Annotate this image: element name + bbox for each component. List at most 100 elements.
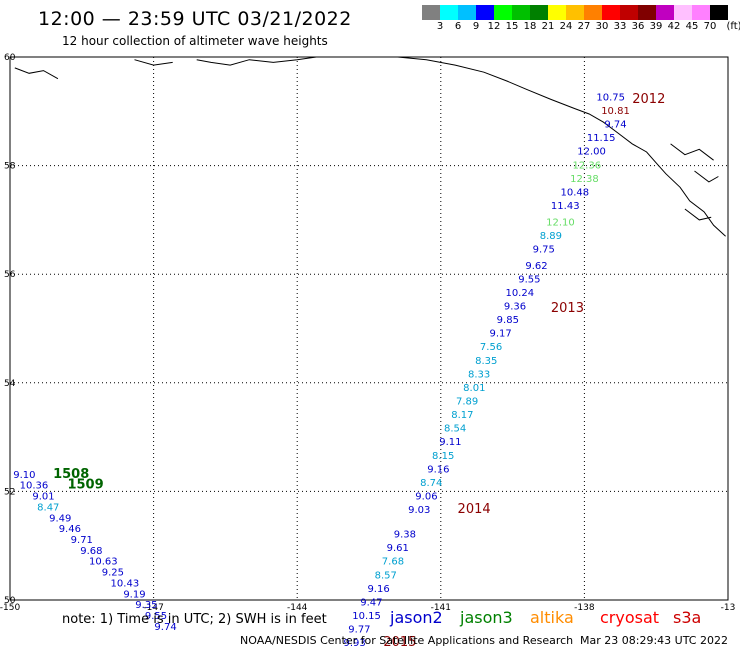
swh-value-label: 12.36 <box>572 160 601 171</box>
legend-label: 70 <box>703 21 717 32</box>
legend-swatch <box>620 5 638 20</box>
legend-label: 30 <box>595 21 609 32</box>
swh-value-label: 9.17 <box>490 329 512 340</box>
satellite-legend-item: jason2 <box>390 608 443 627</box>
swh-value-label: 9.74 <box>604 120 626 131</box>
lon-tick-label: -138 <box>574 603 595 613</box>
legend-swatch <box>530 5 548 20</box>
swh-value-label: 9.74 <box>154 622 176 633</box>
lat-tick-label: 58 <box>4 162 16 172</box>
legend-swatch <box>638 5 656 20</box>
swh-value-label: 9.03 <box>408 505 430 516</box>
legend-swatch <box>674 5 692 20</box>
swh-value-label: 10.63 <box>89 557 118 568</box>
legend-label: 6 <box>454 21 462 32</box>
swh-value-label: 12.10 <box>546 217 575 228</box>
swh-value-label: 10.24 <box>505 288 534 299</box>
page-subtitle: 12 hour collection of altimeter wave hei… <box>62 34 328 48</box>
pass-time-label: 2015 <box>383 635 416 650</box>
swh-value-label: 9.16 <box>367 584 389 595</box>
footer-credit: NOAA/NESDIS Center for Satellite Applica… <box>240 634 574 647</box>
swh-value-label: 9.38 <box>394 530 416 541</box>
legend-swatch <box>458 5 476 20</box>
map-frame <box>9 56 729 601</box>
legend-label: 12 <box>487 21 501 32</box>
swh-value-label: 9.77 <box>348 625 370 636</box>
swh-value-label: 7.56 <box>480 342 502 353</box>
swh-value-label: 10.36 <box>20 481 49 492</box>
legend-swatch <box>692 5 710 20</box>
legend-label: 39 <box>649 21 663 32</box>
satellite-legend-item: s3a <box>673 608 702 627</box>
lon-tick-label: -144 <box>287 603 308 613</box>
lat-tick-label: 60 <box>4 53 16 63</box>
swh-value-label: 10.75 <box>596 92 625 103</box>
swh-value-label: 9.47 <box>360 597 382 608</box>
swh-value-label: 9.11 <box>439 437 461 448</box>
legend-swatch <box>584 5 602 20</box>
swh-value-label: 9.61 <box>387 543 409 554</box>
legend-label: 18 <box>523 21 537 32</box>
legend-label: 27 <box>577 21 591 32</box>
legend-swatch <box>656 5 674 20</box>
footer-timestamp: Mar 23 08:29:43 UTC 2022 <box>580 634 728 647</box>
legend-swatch <box>440 5 458 20</box>
pass-time-label: 1508 <box>53 467 89 482</box>
swh-value-label: 9.49 <box>49 513 71 524</box>
legend-label: 42 <box>667 21 681 32</box>
lat-tick-label: 56 <box>4 270 16 280</box>
swh-value-label: 12.38 <box>570 174 599 185</box>
swh-value-label: 9.55 <box>518 274 540 285</box>
swh-value-label: 9.25 <box>102 568 124 579</box>
lon-tick-label: -147 <box>143 603 163 613</box>
swh-value-label: 9.19 <box>123 589 145 600</box>
swh-value-label: 8.74 <box>420 478 442 489</box>
swh-value-label: 9.36 <box>504 301 526 312</box>
swh-value-label: 7.89 <box>456 397 478 408</box>
swh-value-label: 7.68 <box>382 557 404 568</box>
swh-value-label: 8.17 <box>451 410 473 421</box>
legend-label: 21 <box>541 21 555 32</box>
swh-value-label: 10.81 <box>601 106 630 117</box>
pass-time-label: 1509 <box>67 478 103 493</box>
swh-value-label: 9.93 <box>344 638 366 649</box>
swh-value-label: 9.68 <box>80 546 102 557</box>
swh-value-label: 9.85 <box>497 315 519 326</box>
satellite-legend-item: altika <box>530 608 574 627</box>
legend-swatch <box>566 5 584 20</box>
swh-value-label: 8.33 <box>468 369 490 380</box>
swh-value-label: 8.47 <box>37 502 59 513</box>
swh-value-label: 9.55 <box>145 611 167 622</box>
legend-label: 36 <box>631 21 645 32</box>
coastline <box>14 67 59 80</box>
coastline <box>694 170 719 183</box>
coastline <box>196 56 317 66</box>
page-title: 12:00 — 23:59 UTC 03/21/2022 <box>38 8 352 30</box>
lon-tick-label: -150 <box>0 603 20 613</box>
color-legend <box>422 5 728 20</box>
coastline <box>134 59 173 66</box>
legend-label: 33 <box>613 21 627 32</box>
footer-note: note: 1) Time is in UTC; 2) SWH is in fe… <box>62 612 327 627</box>
legend-label: 3 <box>436 21 444 32</box>
pass-time-label: 2013 <box>551 301 584 316</box>
legend-swatch <box>422 5 440 20</box>
swh-value-label: 9.46 <box>59 524 81 535</box>
swh-value-label: 9.06 <box>415 492 437 503</box>
swh-value-label: 8.15 <box>432 451 454 462</box>
legend-label: (ft) <box>726 21 740 32</box>
swh-value-label: 8.89 <box>540 231 562 242</box>
swh-value-label: 9.62 <box>525 261 547 272</box>
swh-value-label: 10.43 <box>111 578 140 589</box>
coastline <box>684 208 712 221</box>
legend-swatch <box>548 5 566 20</box>
legend-swatch <box>494 5 512 20</box>
swh-value-label: 8.54 <box>444 424 466 435</box>
lat-tick-label: 54 <box>4 379 16 389</box>
swh-value-label: 9.71 <box>71 535 93 546</box>
swh-value-label: 10.48 <box>561 187 590 198</box>
legend-label: 45 <box>685 21 699 32</box>
swh-value-label: 8.35 <box>475 356 497 367</box>
